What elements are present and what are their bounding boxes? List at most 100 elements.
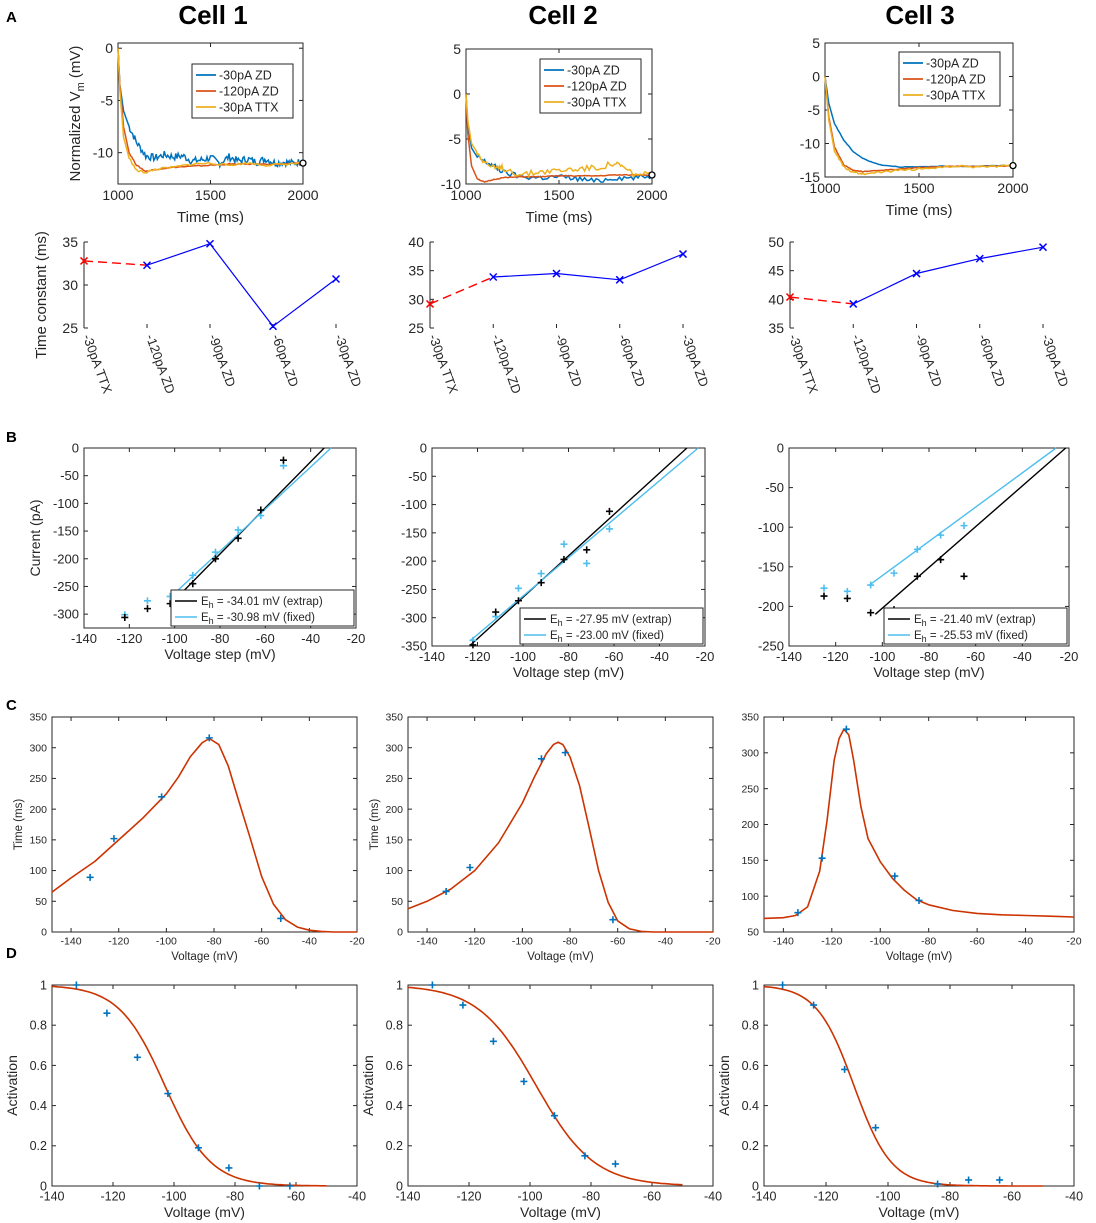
D3-xtick-label: -60	[1003, 1190, 1021, 1204]
D1-data-point-5	[225, 1164, 233, 1172]
D3-ytick-label: 0	[752, 1179, 759, 1193]
B2-legend-e: E	[550, 630, 558, 642]
A3-vm-legend-entry: -30pA TTX	[926, 89, 986, 103]
B3-ytick-label: 0	[777, 441, 784, 456]
C2-frame	[407, 716, 714, 933]
C2-ytick-label: 150	[385, 835, 403, 847]
D1-xtick-label: -80	[226, 1190, 244, 1204]
A1-tc-marker-1	[142, 261, 152, 270]
C3-data-point-2	[842, 725, 850, 733]
C2-ytick-label: 300	[385, 742, 403, 754]
B1-ytick-label: -250	[53, 579, 79, 594]
B2-extrap-point-3	[537, 579, 545, 587]
A3-tc-category-label: -90pA ZD	[912, 332, 945, 389]
D1-ytick-label: 0.6	[30, 1059, 47, 1073]
B1-legend: Eh = -34.01 mV (extrap)Eh = -30.98 mV (f…	[170, 589, 355, 627]
D3-xtick-label: -100	[875, 1190, 900, 1204]
D1-xtick-label: -100	[161, 1190, 186, 1204]
D2-data-point-4	[550, 1112, 558, 1120]
B3-fixed-point-6	[960, 522, 968, 530]
C2-ytick-label: 100	[385, 865, 403, 877]
D2-data-point-0	[428, 981, 436, 989]
A1-vm-trace-0	[117, 48, 304, 170]
A1-vm-xtick-label: 2000	[287, 187, 318, 203]
A2-tc-category-label: -30pA ZD	[679, 332, 712, 389]
A3-tc-marker-3	[975, 254, 984, 263]
A3-tc-ytick-label: 50	[768, 234, 784, 250]
B3-extrap-point-4	[913, 572, 921, 580]
B3-xtick-label: -140	[776, 649, 802, 664]
B1-ytick-label: -150	[53, 524, 79, 539]
B3-fixed-point-3	[890, 569, 898, 577]
D3-frame	[763, 984, 1075, 1187]
A3-vm-xtick-label: 2000	[997, 180, 1028, 196]
C1-ytick-label: 250	[29, 773, 47, 785]
A3-vm-ytick-label: -15	[800, 169, 820, 185]
A1-tc-ytick-label: 25	[62, 320, 78, 336]
B3-legend-box	[883, 607, 1068, 645]
D3-data-point-3	[872, 1124, 880, 1132]
D3-ytick-label: 0.4	[742, 1099, 759, 1113]
C3-xtick-label: -20	[1066, 936, 1081, 948]
A2-tc-ytick-label: 30	[408, 291, 424, 307]
A3-tc-ytick-label: 40	[768, 291, 784, 307]
D1-data-point-2	[133, 1053, 141, 1061]
D2-xlabel: Voltage (mV)	[520, 1204, 601, 1220]
B3-xtick-label: -60	[966, 649, 985, 664]
B2-extrap-line	[470, 447, 688, 646]
D2-xtick-label: -80	[582, 1190, 600, 1204]
A3-tc-dashed-segment	[789, 296, 854, 305]
B3-extrap-line	[874, 447, 1067, 615]
C2-fit-curve	[407, 741, 713, 933]
C3-xtick-label: -140	[773, 936, 794, 948]
B2-legend: Eh = -27.95 mV (extrap)Eh = -23.00 mV (f…	[519, 607, 704, 645]
D1-data-point-7	[286, 1182, 294, 1190]
A1-vm-ylabel-unit: (mV)	[67, 46, 84, 83]
A2-vm-legend: -30pA ZD -120pA ZD -30pA TTX	[539, 58, 642, 114]
C2-xtick-label: -60	[610, 936, 625, 948]
B1-fixed-line	[169, 447, 332, 599]
A3-tc-ytick-label: 35	[768, 320, 784, 336]
A3-tc-category-label: -30pA TTX	[786, 332, 821, 396]
A1-vm-legend-entry: -30pA TTX	[219, 101, 279, 115]
A1-vm-xlabel: Time (ms)	[177, 209, 244, 226]
B3-fixed-point-1	[843, 587, 851, 595]
A3-vm-xtick-label: 1500	[903, 180, 934, 196]
A2-vm-trace-2	[465, 93, 653, 179]
B2-legend-entry: Eh = -27.95 mV (extrap)	[550, 614, 672, 628]
D1-xtick-label: -140	[39, 1190, 64, 1204]
A2-tc-dashed-segment	[429, 276, 494, 305]
A3-tc-ytick-label: 45	[768, 263, 784, 279]
A2-vm-trace-1	[465, 93, 653, 184]
B2-fixed-line	[470, 447, 699, 641]
D2-ytick-label: 0.8	[386, 1019, 403, 1033]
D3-axes: -140 -120 -100 -80 -60 -40 0 0.2 0.4 0.6 0.8 1 Volta…	[716, 978, 1083, 1220]
A2-tc-marker-3	[615, 275, 624, 284]
D3-data-point-4	[934, 1180, 942, 1188]
B1-xlabel: Voltage step (mV)	[164, 646, 275, 662]
B3-legend: Eh = -21.40 mV (extrap)Eh = -25.53 mV (f…	[883, 607, 1068, 645]
C1-xtick-label: -20	[349, 936, 364, 948]
C3-xtick-label: -60	[970, 936, 985, 948]
B2-ytick-label: -100	[401, 497, 427, 512]
C3-xtick-label: -80	[921, 936, 936, 948]
C1-xtick-label: -60	[254, 936, 269, 948]
A2-tc-marker-4	[678, 250, 688, 259]
C2-ytick-label: 200	[385, 804, 403, 816]
B3-legend-sub: h	[922, 618, 927, 628]
A3-vm-legend-entry: -30pA ZD	[926, 57, 979, 71]
B3-xtick-label: -20	[1060, 649, 1079, 664]
C1-data-point-3	[205, 734, 213, 742]
C3-ytick-label: 50	[747, 927, 759, 939]
A3-tc-category-label: -30pA ZD	[1039, 332, 1072, 389]
C1-xtick-label: -120	[108, 936, 129, 948]
B3-axes: -140 -120 -100 -80 -60 -40 -200-50-100-150-200…	[758, 441, 1078, 680]
A1-vm-legend-entry: -120pA ZD	[219, 85, 279, 99]
D2-ytick-label: 0.2	[386, 1139, 403, 1153]
B1-fixed-point-4	[211, 548, 219, 556]
B2-fixed-point-5	[583, 559, 591, 567]
B2-axes: -140 -120 -100 -80 -60 -40 -200-50-100-150-200…	[401, 441, 714, 680]
D2-axes: -140 -120 -100 -80 -60 -40 0 0.2 0.4 0.6 0.8 1 Volta…	[360, 978, 722, 1220]
D3-data-point-2	[841, 1065, 849, 1073]
B2-ytick-label: -250	[401, 582, 427, 597]
